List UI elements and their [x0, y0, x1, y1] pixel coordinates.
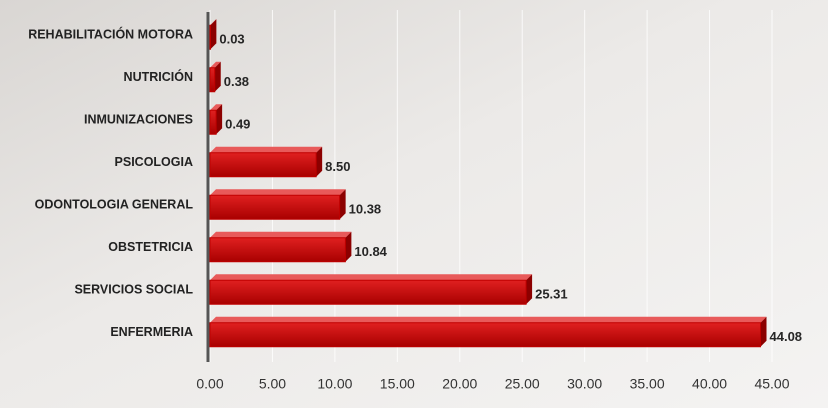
- value-label: 10.84: [354, 244, 387, 259]
- y-tick-label: ODONTOLOGIA GENERAL: [35, 198, 194, 212]
- bar-top: [210, 147, 322, 153]
- bar: [210, 238, 345, 262]
- x-tick-label: 15.00: [380, 376, 415, 392]
- x-tick-label: 40.00: [692, 376, 727, 392]
- bar: [210, 280, 526, 304]
- bar-top: [210, 189, 346, 195]
- bar: [210, 323, 761, 347]
- bar: [210, 25, 211, 49]
- bar: [210, 68, 215, 92]
- x-tick-label: 30.00: [567, 376, 602, 392]
- x-tick-label: 25.00: [505, 376, 540, 392]
- value-label: 25.31: [535, 287, 568, 302]
- y-tick-label: REHABILITACIÓN MOTORA: [28, 27, 193, 42]
- value-label: 44.08: [770, 329, 803, 344]
- y-tick-label: PSICOLOGIA: [115, 155, 193, 169]
- bar: [210, 195, 340, 219]
- bar: [210, 110, 216, 134]
- x-tick-label: 5.00: [259, 376, 286, 392]
- chart: 0.00 5.00 10.00 15.00 20.00 25.00 30.00 35.00 40…: [0, 0, 828, 408]
- value-label: 8.50: [325, 159, 350, 174]
- x-tick-label: 0.00: [196, 376, 223, 392]
- bar: [210, 153, 316, 177]
- bar-top: [210, 274, 532, 280]
- x-tick-label: 20.00: [442, 376, 477, 392]
- y-tick-label: SERVICIOS SOCIAL: [74, 283, 193, 297]
- value-label: 0.38: [224, 74, 249, 89]
- value-label: 10.38: [349, 202, 382, 217]
- y-tick-label: NUTRICIÓN: [124, 69, 193, 84]
- bar-top: [210, 232, 351, 238]
- bar-top: [210, 317, 767, 323]
- y-tick-label: OBSTETRICIA: [108, 240, 193, 254]
- y-tick-label: INMUNIZACIONES: [84, 113, 193, 127]
- value-label: 0.03: [219, 32, 244, 47]
- x-tick-label: 35.00: [630, 376, 665, 392]
- value-label: 0.49: [225, 117, 250, 132]
- x-tick-label: 10.00: [317, 376, 352, 392]
- y-tick-label: ENFERMERIA: [110, 325, 193, 339]
- x-tick-label: 45.00: [754, 376, 789, 392]
